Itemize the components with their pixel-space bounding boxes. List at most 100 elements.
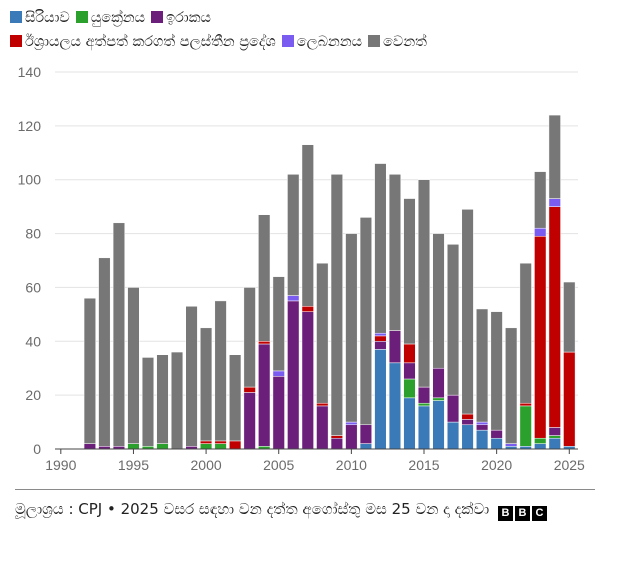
- bar-segment: [141, 357, 155, 447]
- bar-segment: [534, 443, 547, 450]
- legend-swatch: [368, 35, 381, 47]
- bar-segment: [345, 424, 358, 450]
- legend-label: සිරියාව: [25, 10, 70, 26]
- y-axis: 0 20 40 60 80 100 120 140: [18, 64, 42, 457]
- bar-segment: [461, 209, 474, 415]
- x-tick-label: 2010: [336, 457, 367, 473]
- bar-segment: [417, 405, 431, 450]
- bar-segment: [243, 392, 256, 450]
- bar-segment: [185, 306, 198, 447]
- legend-item: ඉරාකය: [151, 6, 211, 30]
- bar-segment: [374, 163, 387, 334]
- bar-segment: [330, 437, 343, 450]
- bar-segment: [447, 394, 460, 423]
- bar-segment: [258, 214, 271, 342]
- bar-segment: [287, 300, 300, 450]
- legend-label: වෙනත්: [383, 34, 427, 50]
- bar-segment: [417, 402, 431, 407]
- bar-segment: [548, 114, 561, 199]
- bar-segment: [229, 354, 242, 442]
- y-tick-label: 80: [25, 226, 41, 242]
- y-tick-label: 60: [25, 279, 41, 295]
- bar-segment: [505, 443, 518, 447]
- bar-segment: [345, 233, 358, 423]
- bar-segment: [359, 424, 372, 444]
- bar-segment: [214, 440, 227, 444]
- bar-segment: [258, 343, 271, 447]
- bar-segment: [272, 276, 285, 372]
- bar-segment: [461, 419, 474, 426]
- bar-segment: [519, 262, 532, 404]
- bar-segment: [432, 367, 445, 399]
- bbc-logo: B B C: [497, 506, 547, 521]
- legend-swatch: [151, 11, 164, 23]
- bar-segment: [447, 244, 460, 396]
- bar-segment: [156, 354, 169, 444]
- bar-segment: [156, 443, 169, 450]
- bar-segment: [476, 308, 489, 423]
- bar-segment: [214, 300, 227, 442]
- bar-segment: [461, 424, 474, 450]
- legend-item: සිරියාව: [10, 6, 70, 30]
- bar-segment: [403, 343, 416, 364]
- bars: [83, 114, 576, 450]
- bbc-logo-letter: C: [531, 506, 547, 521]
- bar-segment: [316, 262, 329, 404]
- bar-segment: [374, 335, 387, 342]
- legend-item: ලෙබනනය: [281, 30, 363, 54]
- bar-segment: [563, 281, 576, 353]
- bar-segment: [243, 287, 256, 388]
- bar-segment: [287, 174, 300, 296]
- y-tick-label: 140: [18, 64, 42, 80]
- y-tick-label: 0: [33, 441, 41, 457]
- bar-segment: [374, 349, 387, 450]
- x-tick-label: 1995: [118, 457, 149, 473]
- bar-segment: [548, 206, 561, 428]
- bar-segment: [258, 341, 271, 345]
- bar-segment: [534, 171, 547, 229]
- bar-segment: [519, 405, 532, 447]
- bar-segment: [359, 443, 372, 450]
- bar-segment: [374, 341, 387, 350]
- bar-segment: [330, 174, 343, 436]
- bar-segment: [417, 386, 431, 404]
- bar-segment: [548, 427, 561, 436]
- legend-label: ඊශ්‍රායලය අත්පත් කරගත් පලස්තීන ප්‍රදේශ: [25, 34, 276, 50]
- bar-segment: [519, 402, 532, 407]
- bar-segment: [316, 402, 329, 407]
- x-tick-label: 2015: [408, 457, 439, 473]
- bar-segment: [476, 429, 489, 450]
- bar-segment: [272, 376, 285, 450]
- legend-label: ලෙබනනය: [296, 34, 363, 50]
- bar-segment: [447, 421, 460, 450]
- bar-segment: [548, 437, 561, 450]
- bar-segment: [83, 443, 96, 450]
- y-tick-label: 20: [25, 387, 41, 403]
- bar-segment: [301, 311, 314, 450]
- bar-segment: [374, 332, 387, 337]
- y-tick-label: 100: [18, 172, 42, 188]
- bbc-logo-letter: B: [514, 506, 530, 521]
- legend-item: යුක්‍රේනය: [75, 6, 145, 30]
- legend-item: වෙනත්: [368, 30, 427, 54]
- bar-segment: [112, 222, 125, 447]
- bar-segment: [98, 257, 111, 447]
- bar-segment: [345, 421, 358, 426]
- bar-segment: [359, 217, 372, 426]
- legend-swatch: [10, 35, 22, 47]
- bar-segment: [534, 437, 547, 444]
- bar-segment: [229, 440, 242, 450]
- x-axis: 1990 1995 2000 2005 2010 2015 2020 2025: [45, 448, 585, 473]
- bar-segment: [200, 440, 213, 444]
- legend-swatch: [281, 35, 294, 47]
- bar-segment: [214, 443, 227, 450]
- bar-segment: [432, 397, 445, 401]
- legend-swatch: [75, 11, 88, 23]
- y-tick-label: 40: [25, 333, 41, 349]
- bar-segment: [548, 198, 561, 207]
- x-tick-label: 1990: [45, 457, 76, 473]
- source-note: මූලාශ්‍රය : CPJ • 2025 වසර සඳහා වන දත්ත …: [15, 500, 490, 518]
- footer: මූලාශ්‍රය : CPJ • 2025 වසර සඳහා වන දත්ත …: [15, 497, 600, 521]
- bar-segment: [127, 443, 140, 450]
- footer-divider: [15, 489, 595, 490]
